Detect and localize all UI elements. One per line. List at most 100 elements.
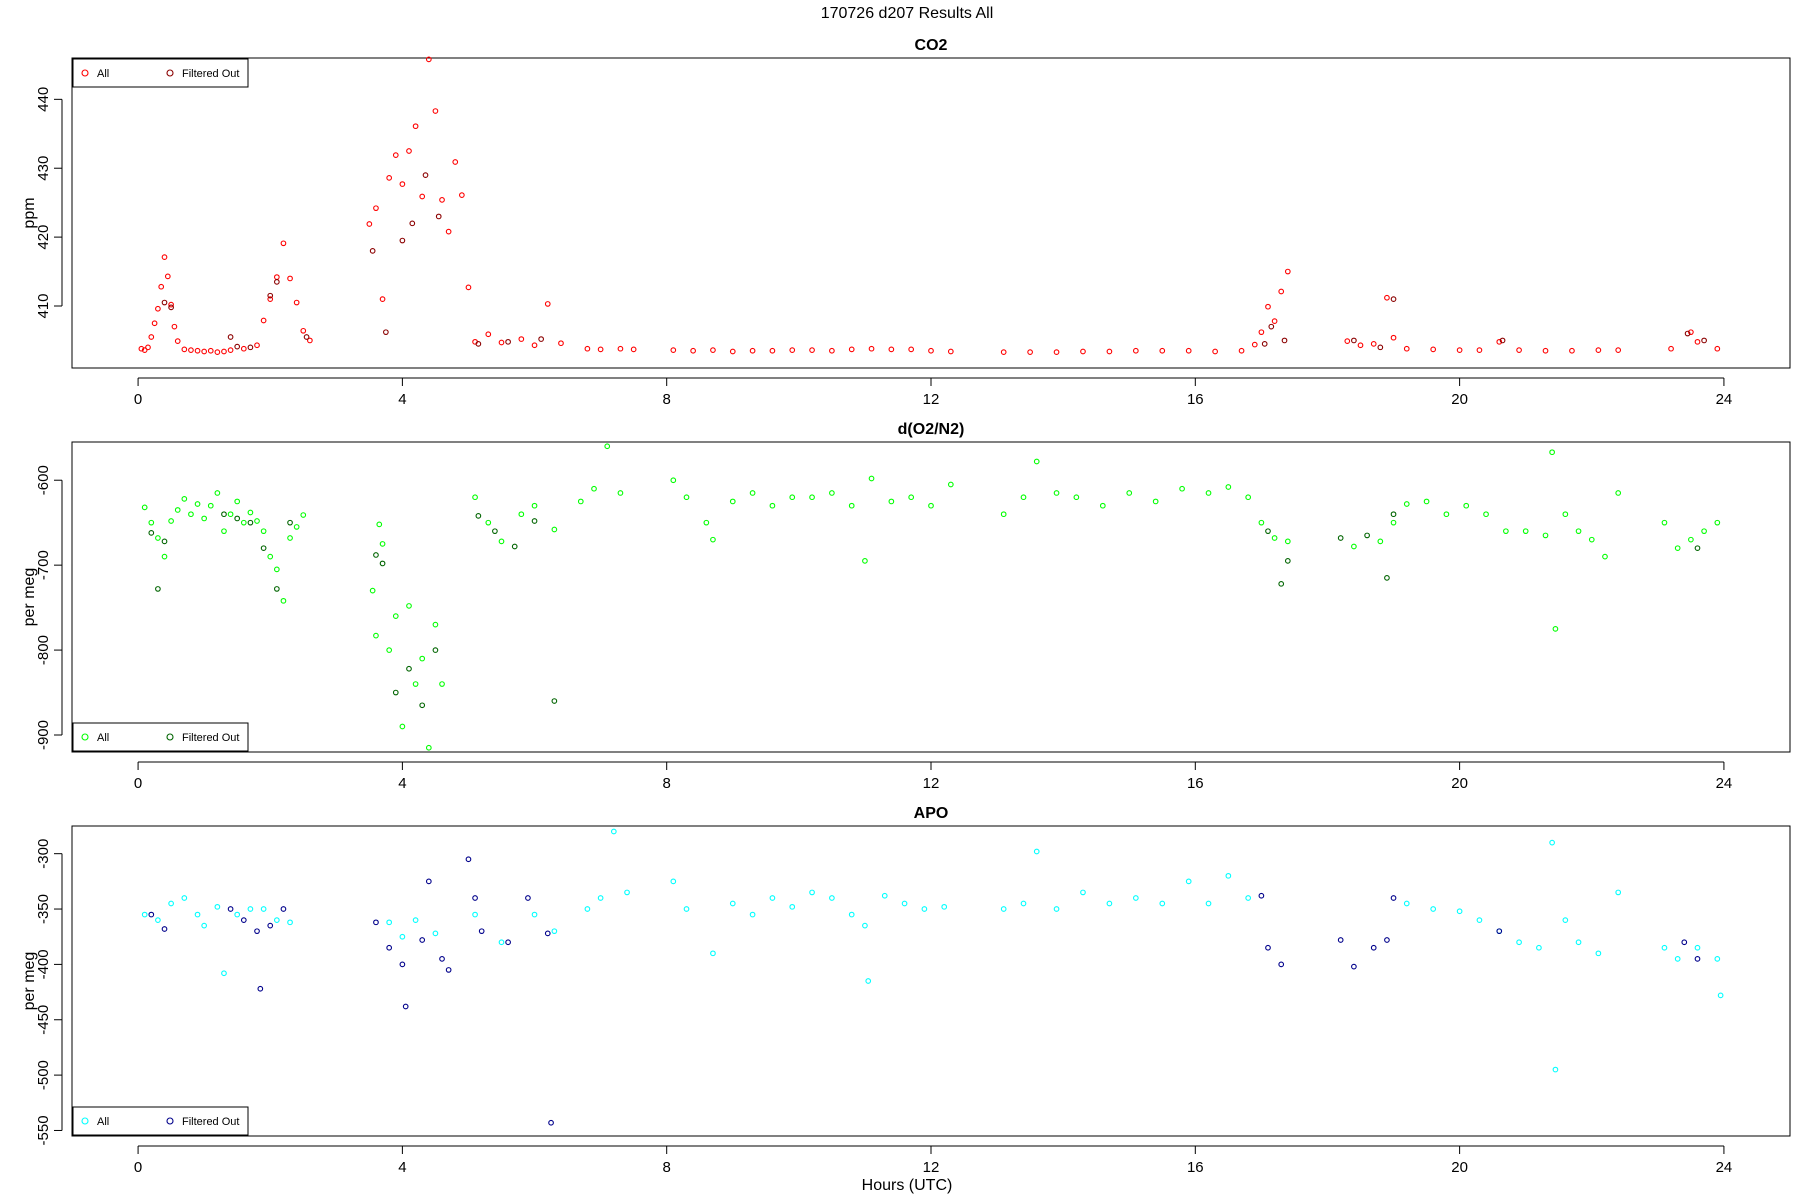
o2n2-data-point	[1377, 538, 1384, 545]
apo-data-point	[1694, 956, 1701, 962]
o2n2-data-point	[293, 524, 300, 530]
o2n2-data-point	[1588, 536, 1595, 543]
o2n2-data-point	[1503, 528, 1509, 535]
o2n2-data-point	[287, 519, 293, 526]
co2-y-tick-label: 420	[35, 225, 52, 250]
apo-data-point	[683, 906, 690, 912]
co2-data-point	[155, 305, 161, 312]
o2n2-legend-marker	[166, 733, 174, 741]
co2-data-point	[1278, 288, 1285, 295]
o2n2-data-point	[1522, 528, 1529, 535]
apo-data-point	[1159, 900, 1166, 907]
o2n2-data-point	[392, 689, 399, 696]
apo-data-point	[769, 895, 776, 901]
o2n2-y-tick-label: -900	[35, 720, 52, 750]
co2-data-point	[399, 237, 406, 244]
o2n2-data-point	[710, 536, 716, 543]
o2n2-title: d(O2/N2)	[898, 421, 965, 438]
co2-data-point	[1595, 347, 1602, 353]
co2-data-point	[947, 348, 954, 355]
apo-data-point	[1265, 944, 1271, 951]
co2-data-point	[1496, 338, 1503, 345]
o2n2-data-point	[1364, 532, 1370, 539]
o2n2-data-point	[1384, 575, 1390, 581]
o2n2-data-point	[194, 501, 201, 507]
apo-x-tick-label: 0	[134, 1159, 142, 1176]
apo-data-point	[425, 878, 432, 885]
apo-data-point	[531, 911, 538, 918]
co2-data-point	[558, 340, 564, 347]
apo-x-tick-label: 12	[923, 1159, 940, 1176]
co2-x-tick-label: 12	[923, 391, 940, 408]
apo-data-point	[1390, 895, 1397, 901]
co2-data-point	[1265, 303, 1271, 310]
apo-data-point	[221, 970, 227, 977]
co2-x-tick-label: 24	[1716, 391, 1733, 408]
apo-data-point	[1000, 906, 1007, 912]
co2-data-point	[928, 347, 934, 354]
co2-data-point	[1080, 348, 1086, 355]
co2-data-point	[538, 336, 544, 342]
o2n2-data-point	[1284, 558, 1291, 564]
o2n2-data-point	[1602, 553, 1608, 560]
co2-data-point	[1258, 329, 1265, 336]
apo-data-point	[1681, 939, 1688, 946]
o2n2-data-point	[432, 621, 439, 628]
o2n2-data-point	[369, 587, 376, 594]
o2n2-data-point	[247, 519, 254, 526]
co2-data-point	[435, 213, 442, 220]
o2n2-data-point	[287, 535, 293, 541]
o2n2-data-point	[1258, 519, 1265, 526]
co2-data-point	[597, 346, 604, 353]
co2-data-point	[439, 197, 445, 203]
o2n2-data-point	[1463, 502, 1470, 509]
apo-data-point	[439, 956, 445, 962]
o2n2-x-tick-label: 24	[1716, 775, 1733, 792]
o2n2-data-point	[1390, 511, 1397, 518]
apo-data-point	[1370, 944, 1377, 951]
o2n2-data-point	[492, 528, 498, 535]
co2-data-point	[181, 346, 188, 353]
apo-data-point	[399, 933, 406, 940]
co2-data-point	[194, 347, 201, 354]
o2n2-data-point	[412, 681, 419, 687]
o2n2-data-point	[809, 494, 815, 501]
co2-data-point	[188, 347, 194, 353]
o2n2-data-point	[1271, 535, 1278, 541]
co2-data-point	[544, 301, 551, 307]
o2n2-data-point	[947, 481, 954, 488]
co2-data-point	[383, 329, 389, 336]
o2n2-data-point	[1615, 490, 1622, 496]
o2n2-data-point	[273, 586, 280, 592]
co2-data-point	[158, 283, 165, 290]
apo-data-point	[214, 903, 221, 910]
co2-data-point	[518, 336, 525, 342]
co2-data-point	[1132, 347, 1139, 354]
apo-data-point	[1694, 944, 1701, 951]
co2-data-point	[1684, 330, 1691, 337]
co2-data-point	[452, 159, 459, 165]
apo-data-point	[402, 1003, 409, 1010]
apo-data-point	[749, 911, 756, 918]
co2-data-point	[379, 296, 386, 302]
co2-data-point	[373, 205, 379, 212]
apo-data-point	[1053, 906, 1060, 912]
apo-data-point	[1717, 992, 1724, 999]
co2-data-point	[1251, 341, 1258, 348]
apo-data-point	[399, 961, 406, 968]
co2-legend-label: Filtered Out	[182, 68, 239, 80]
co2-data-point	[293, 299, 300, 306]
co2-x-tick-label: 20	[1451, 391, 1468, 408]
o2n2-data-point	[1423, 498, 1430, 505]
co2-data-point	[617, 345, 624, 352]
o2n2-data-point	[472, 494, 478, 501]
apo-data-point	[386, 919, 393, 926]
apo-data-point	[1674, 956, 1681, 962]
apo-ylabel: per meg	[21, 952, 38, 1011]
co2-plot-frame	[71, 57, 1791, 369]
o2n2-data-point	[518, 511, 525, 518]
co2-data-point	[161, 254, 168, 260]
figure-title: 170726 d207 Results All	[821, 5, 994, 22]
co2-title: CO2	[915, 37, 948, 54]
apo-data-point	[1185, 878, 1192, 885]
